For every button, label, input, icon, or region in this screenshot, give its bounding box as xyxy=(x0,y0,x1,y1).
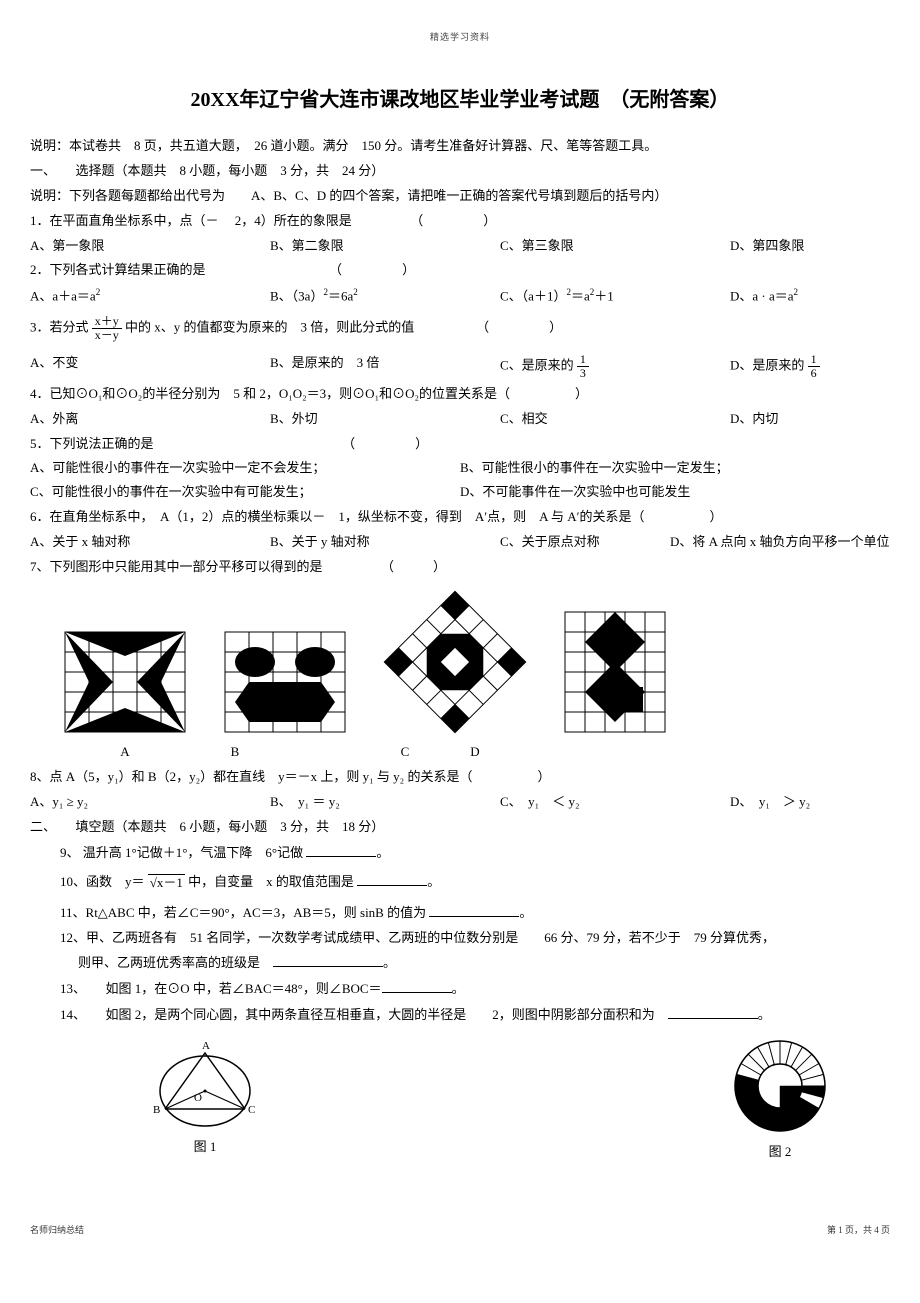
q10: 10、函数 y＝ √x－1 中，自变量 x 的取值范围是 。 xyxy=(60,871,890,893)
fig1-svg: A B C O xyxy=(150,1041,260,1131)
q6-optA: A、关于 x 轴对称 xyxy=(30,532,270,553)
section1-head: 一、 选择题（本题共 8 小题，每小题 3 分，共 24 分） xyxy=(30,161,890,182)
q6-stem: 6．在直角坐标系中， A（1，2）点的横坐标乘以－ 1，纵坐标不变，得到 A′点… xyxy=(30,507,890,528)
q3-optB: B、是原来的 3 倍 xyxy=(270,353,500,380)
q1-optC: C、第三象限 xyxy=(500,236,730,257)
footer-right: 第 1 页，共 4 页 xyxy=(827,1223,890,1237)
q8-optD: D、 y₁ ＞ y₂ xyxy=(730,792,890,813)
q7-figC xyxy=(380,587,530,737)
q1-optB: B、第二象限 xyxy=(270,236,500,257)
svg-text:C: C xyxy=(248,1104,255,1116)
q4-optD: D、内切 xyxy=(730,409,890,430)
q14: 14、 如图 2，是两个同心圆，其中两条直径互相垂直，大圆的半径是 2，则图中阴… xyxy=(60,1004,890,1026)
q7-figures xyxy=(60,587,890,737)
doc-header-small: 精选学习资料 xyxy=(30,30,890,44)
q7-figD xyxy=(560,607,670,737)
q5-optC: C、可能性很小的事件在一次实验中有可能发生； xyxy=(30,482,460,503)
intro-2: 说明：下列各题每题都给出代号为 A、B、C、D 的四个答案，请把唯一正确的答案代… xyxy=(30,186,890,207)
q7-figA xyxy=(60,627,190,737)
q4-optB: B、外切 xyxy=(270,409,500,430)
q6-optC: C、关于原点对称 xyxy=(500,532,670,553)
q12b: 则甲、乙两班优秀率高的班级是 。 xyxy=(78,952,890,974)
q7-figB xyxy=(220,627,350,737)
q7-label-B: B xyxy=(170,742,300,763)
q8-optA: A、y₁ ≥ y₂ xyxy=(30,792,270,813)
svg-text:O: O xyxy=(194,1092,202,1104)
q1-stem: 1．在平面直角坐标系中，点（－ 2，4）所在的象限是 （） xyxy=(30,211,890,232)
q2-optB: B、（3a）2＝6a2 xyxy=(270,285,500,307)
svg-text:A: A xyxy=(202,1041,210,1052)
q12a: 12、甲、乙两班各有 51 名同学，一次数学考试成绩甲、乙两班的中位数分别是 6… xyxy=(60,928,890,949)
intro-1: 说明：本试卷共 8 页，共五道大题， 26 道小题。满分 150 分。请考生准备… xyxy=(30,136,890,157)
q5-optA: A、可能性很小的事件在一次实验中一定不会发生； xyxy=(30,458,460,479)
q7-labels: A B C D xyxy=(60,742,890,763)
q2-stem: 2．下列各式计算结果正确的是 （） xyxy=(30,260,890,281)
q6-optB: B、关于 y 轴对称 xyxy=(270,532,500,553)
q3-stem: 3．若分式 x＋yx－y 中的 x、y 的值都变为原来的 3 倍，则此分式的值 … xyxy=(30,315,890,342)
q1-optA: A、第一象限 xyxy=(30,236,270,257)
q2-optA: A、a＋a＝a2 xyxy=(30,285,270,307)
section2-head: 二、 填空题（本题共 6 小题，每小题 3 分，共 18 分） xyxy=(30,817,890,838)
fig2-svg xyxy=(730,1036,830,1136)
svg-text:B: B xyxy=(153,1104,160,1116)
q7-stem: 7、下列图形中只能用其中一部分平移可以得到的是 （ ） xyxy=(30,557,890,578)
fig2-caption: 图 2 xyxy=(730,1142,830,1163)
q13: 13、 如图 1，在⊙O 中，若∠BAC＝48°，则∠BOC＝。 xyxy=(60,978,890,1000)
q5-stem: 5．下列说法正确的是 （） xyxy=(30,434,890,455)
q3-optA: A、不变 xyxy=(30,353,270,380)
footer-left: 名师归纳总结 xyxy=(30,1223,84,1237)
fig2-wrap: 图 2 xyxy=(730,1036,830,1163)
q4-stem: 4．已知⊙O₁和⊙O₂的半径分别为 5 和 2，O₁O₂＝3，则⊙O₁和⊙O₂的… xyxy=(30,384,890,405)
q8-optC: C、 y₁ ＜ y₂ xyxy=(500,792,730,813)
q5-optB: B、可能性很小的事件在一次实验中一定发生； xyxy=(460,458,890,479)
q8-stem: 8、点 A（5，y₁）和 B（2，y₂）都在直线 y＝－x 上，则 y₁ 与 y… xyxy=(30,767,890,788)
fig1-caption: 图 1 xyxy=(150,1137,260,1158)
q2-optD: D、a · a＝a2 xyxy=(730,285,890,307)
q8-optB: B、 y₁ ＝ y₂ xyxy=(270,792,500,813)
q6-optD: D、将 A 点向 x 轴负方向平移一个单位 xyxy=(670,532,890,553)
q7-label-D: D xyxy=(420,742,530,763)
q4-optC: C、相交 xyxy=(500,409,730,430)
exam-title: 20XX年辽宁省大连市课改地区毕业学业考试题 （无附答案） xyxy=(30,84,890,116)
fig1-wrap: A B C O 图 1 xyxy=(150,1041,260,1158)
q11: 11、Rt△ABC 中，若∠C＝90°，AC＝3，AB＝5，则 sinB 的值为… xyxy=(60,902,890,924)
q2-optC: C、（a＋1）2＝a2＋1 xyxy=(500,285,730,307)
q5-optD: D、不可能事件在一次实验中也可能发生 xyxy=(460,482,890,503)
q3-optC: C、是原来的 13 xyxy=(500,353,730,380)
q3-optD: D、是原来的 16 xyxy=(730,353,890,380)
q1-optD: D、第四象限 xyxy=(730,236,890,257)
q4-optA: A、外离 xyxy=(30,409,270,430)
q9: 9、 温升高 1°记做＋1°，气温下降 6°记做 。 xyxy=(60,842,890,864)
